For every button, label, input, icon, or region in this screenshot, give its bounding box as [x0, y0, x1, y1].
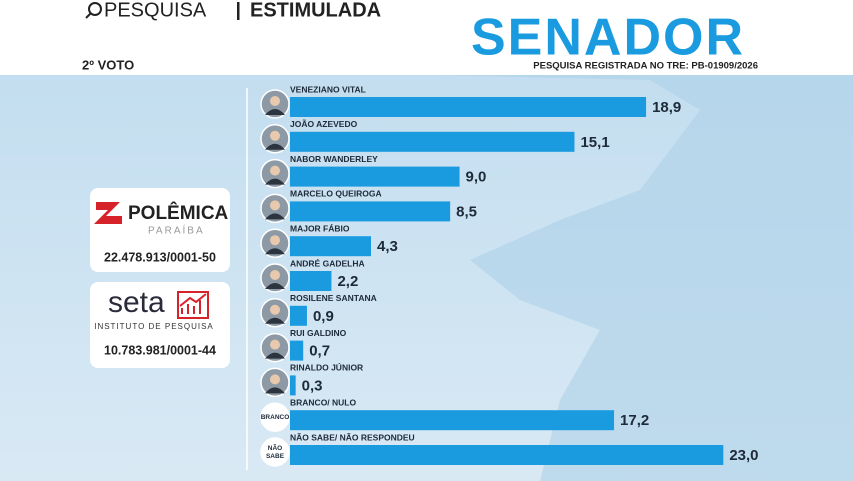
bar — [290, 166, 460, 187]
value-label: 0,7 — [309, 343, 330, 360]
category-label: VENEZIANO VITAL — [290, 84, 366, 94]
sponsor-id: 10.783.981/0001-44 — [104, 343, 216, 357]
category-label: RINALDO JÚNIOR — [290, 362, 363, 373]
sponsor-tagline: INSTITUTO DE PESQUISA — [94, 322, 214, 331]
value-label: 0,9 — [313, 308, 334, 325]
badge-line: BRANCO — [261, 414, 290, 421]
sponsor-region: PARAÍBA — [148, 224, 205, 237]
sponsor-card — [90, 188, 230, 272]
photo-head — [270, 200, 280, 211]
registration: PESQUISA REGISTRADA NO TRE: PB-01909/202… — [533, 61, 758, 72]
bar — [290, 201, 451, 222]
value-label: 8,5 — [456, 203, 477, 220]
bar — [290, 375, 296, 396]
photo-body — [265, 317, 285, 324]
bar — [290, 305, 307, 326]
value-label: 15,1 — [580, 134, 609, 151]
header-search: PESQUISA — [104, 0, 207, 21]
photo-head — [270, 304, 280, 315]
photo-head — [270, 374, 280, 385]
bar — [290, 340, 304, 361]
sponsor-id: 22.478.913/0001-50 — [104, 250, 216, 264]
chart-subtitle: 2º VOTO — [82, 57, 134, 72]
value-label: 18,9 — [652, 99, 681, 116]
photo-head — [270, 270, 280, 280]
badge-line: SABE — [266, 453, 285, 460]
value-label: 9,0 — [466, 169, 487, 186]
value-label: 23,0 — [729, 447, 758, 464]
seta-logo-bars — [179, 293, 207, 314]
value-label: 4,3 — [377, 238, 398, 255]
photo-body — [265, 109, 285, 115]
bar — [290, 410, 615, 431]
polemica-logo — [94, 202, 122, 224]
chart-title: SENADOR — [471, 9, 745, 67]
category-label: ROSILENE SANTANA — [290, 293, 377, 303]
photo-head — [270, 96, 280, 106]
sponsor-name: POLÊMICA — [128, 202, 229, 224]
sponsor-card — [90, 282, 230, 368]
photo-body — [265, 248, 285, 255]
search-icon-handle — [85, 12, 92, 19]
category-label: NABOR WANDERLEY — [290, 154, 378, 164]
photo-head — [270, 165, 280, 176]
category-label: NÃO SABE/ NÃO RESPONDEU — [290, 432, 415, 442]
badge — [260, 402, 290, 432]
photo-body — [265, 213, 285, 220]
badge-line: NÃO — [268, 443, 282, 452]
photo-body — [265, 178, 285, 185]
photo-body — [265, 387, 285, 394]
value-label: 17,2 — [620, 412, 649, 429]
photo-body — [265, 283, 285, 289]
category-label: RUI GALDINO — [290, 328, 347, 338]
bar — [290, 445, 724, 465]
category-label: MARCELO QUEIROGA — [290, 189, 382, 199]
photo-body — [265, 352, 285, 359]
sponsor-name: seta — [108, 286, 165, 319]
bar — [290, 271, 332, 291]
badge-label: BRANCO — [261, 414, 290, 421]
bar — [290, 131, 575, 152]
header-band — [0, 0, 853, 75]
photo-head — [270, 339, 280, 350]
bar — [290, 236, 372, 257]
category-label: JOÃO AZEVEDO — [290, 119, 358, 129]
badge-label: NÃO SABE — [266, 443, 285, 460]
map-shape — [430, 75, 853, 481]
separator — [237, 2, 240, 20]
photo-head — [270, 130, 280, 141]
search-icon — [88, 2, 102, 16]
value-label: 2,2 — [337, 273, 358, 290]
category-label: BRANCO/ NULO — [290, 397, 356, 407]
category-label: ANDRÉ GADELHA — [290, 258, 365, 268]
bar — [290, 97, 647, 117]
category-label: MAJOR FÁBIO — [290, 223, 350, 233]
photo-body — [265, 143, 285, 150]
seta-logo — [177, 291, 209, 319]
value-label: 0,3 — [302, 377, 323, 394]
badge — [260, 437, 290, 467]
header-stimulated: ESTIMULADA — [250, 0, 381, 21]
photo-head — [270, 235, 280, 246]
